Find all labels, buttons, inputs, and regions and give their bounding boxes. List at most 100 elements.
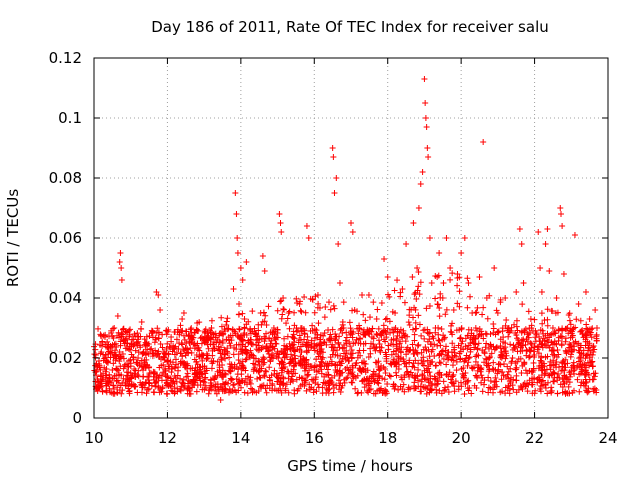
data-point: [296, 301, 303, 307]
data-point: [495, 328, 502, 335]
data-point: [249, 308, 256, 315]
data-point: [338, 360, 345, 367]
data-point: [117, 250, 124, 256]
data-point: [474, 362, 481, 369]
data-point: [425, 346, 432, 353]
data-point: [491, 265, 498, 271]
data-point: [239, 277, 246, 283]
data-point: [145, 379, 152, 386]
data-point: [335, 241, 342, 247]
data-point: [239, 310, 246, 317]
data-point: [275, 387, 282, 394]
data-point: [110, 360, 117, 367]
data-point: [125, 346, 132, 352]
data-point: [354, 372, 361, 379]
data-point: [264, 382, 271, 389]
data-point: [224, 350, 231, 357]
data-point: [302, 365, 309, 372]
data-point: [490, 386, 497, 393]
data-point: [572, 324, 579, 331]
data-point: [471, 344, 478, 351]
data-point: [114, 389, 121, 396]
data-point: [394, 328, 401, 335]
data-points: [91, 76, 600, 403]
data-point: [336, 372, 343, 379]
data-point: [127, 370, 134, 376]
data-point: [344, 355, 351, 361]
data-point: [266, 376, 273, 383]
data-point: [260, 309, 267, 316]
data-point: [311, 343, 318, 350]
data-point: [520, 338, 527, 345]
data-point: [566, 310, 573, 317]
data-point: [562, 338, 569, 345]
data-point: [167, 344, 174, 351]
data-point: [411, 337, 418, 344]
data-point: [137, 344, 144, 351]
data-point: [256, 358, 263, 364]
data-point: [366, 314, 373, 321]
data-point: [345, 358, 352, 365]
data-point: [584, 351, 591, 358]
data-point: [284, 315, 291, 322]
data-point: [485, 384, 492, 391]
data-point: [416, 321, 423, 328]
data-point: [303, 361, 310, 368]
data-point: [268, 372, 275, 379]
data-point: [525, 381, 532, 388]
data-point: [355, 340, 362, 346]
data-point: [143, 390, 150, 397]
data-point: [549, 370, 556, 377]
data-point: [103, 365, 110, 372]
data-point: [288, 358, 295, 365]
data-point: [326, 386, 333, 393]
data-point: [247, 347, 254, 354]
data-point: [236, 334, 243, 341]
data-point: [381, 327, 388, 334]
data-point: [204, 337, 211, 344]
data-point: [552, 361, 559, 368]
data-point: [197, 364, 204, 370]
data-point: [553, 354, 560, 361]
data-point: [342, 337, 349, 344]
data-point: [478, 372, 485, 379]
data-point: [509, 382, 516, 389]
data-point: [403, 241, 410, 247]
data-point: [377, 387, 384, 394]
data-point: [424, 329, 431, 336]
data-point: [476, 331, 483, 338]
data-point: [260, 361, 267, 368]
data-point: [559, 325, 566, 332]
data-point: [469, 310, 476, 316]
y-tick-label: 0.1: [58, 109, 82, 127]
data-point: [302, 379, 309, 386]
data-point: [426, 353, 433, 360]
data-point: [421, 326, 428, 333]
data-point: [321, 330, 328, 337]
data-point: [193, 327, 200, 334]
data-point: [191, 356, 198, 363]
data-point: [294, 299, 301, 306]
data-point: [350, 340, 357, 347]
data-point: [128, 375, 135, 382]
data-point: [279, 358, 286, 365]
data-point: [250, 366, 257, 373]
data-point: [434, 274, 441, 281]
data-point: [159, 331, 166, 338]
data-point: [177, 386, 184, 393]
data-point: [539, 377, 546, 384]
data-point: [492, 381, 499, 388]
data-point: [445, 389, 452, 396]
data-point: [388, 337, 395, 343]
data-point: [542, 354, 549, 361]
data-point: [128, 351, 135, 358]
data-point: [96, 364, 103, 370]
data-point: [413, 325, 420, 332]
data-point: [507, 341, 514, 348]
data-point: [222, 371, 229, 378]
data-point: [346, 338, 353, 345]
data-point: [202, 382, 209, 389]
data-point: [308, 376, 315, 383]
data-point: [401, 299, 408, 306]
data-point: [466, 384, 473, 391]
